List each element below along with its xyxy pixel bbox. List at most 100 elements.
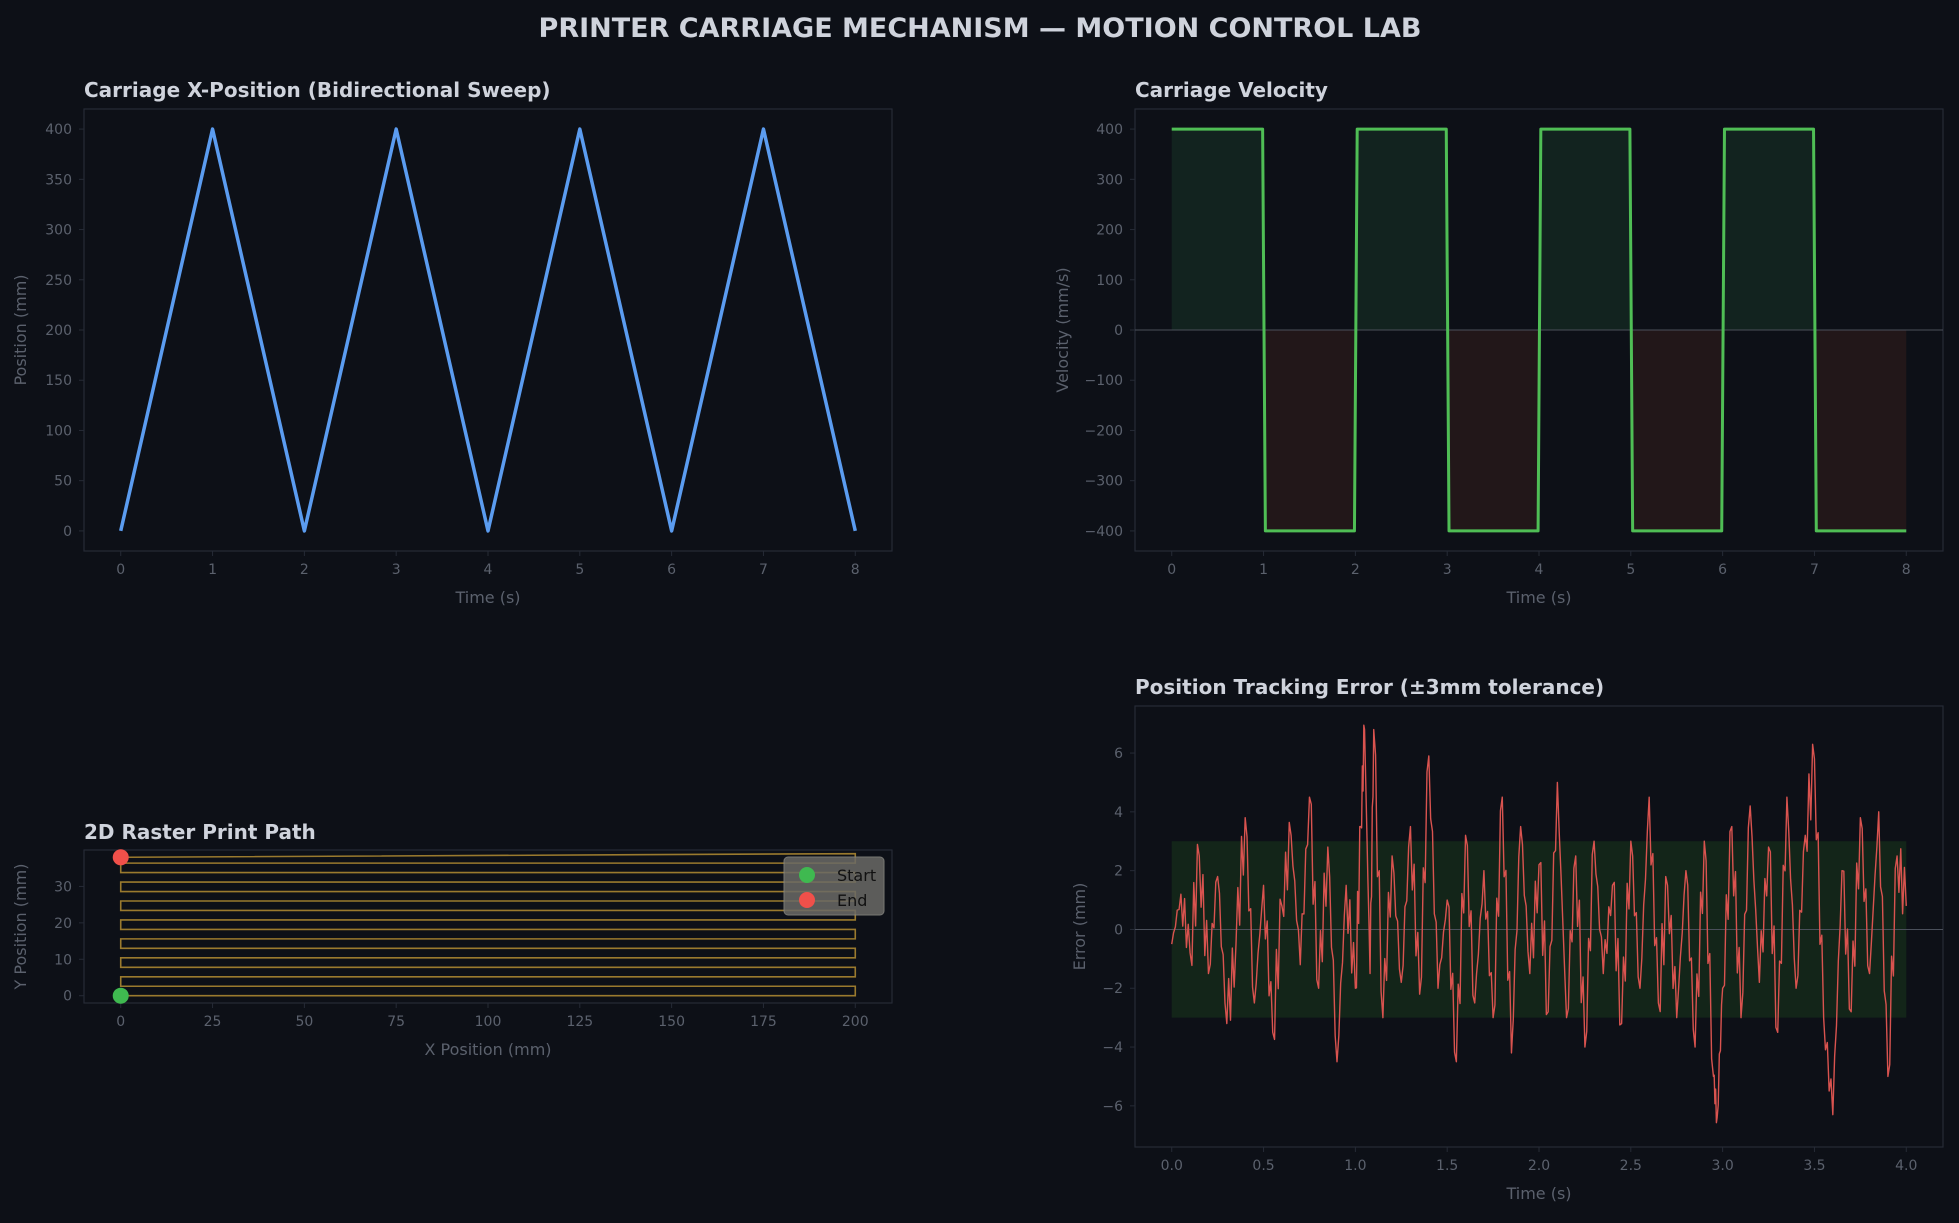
position-xtick-label: 2 xyxy=(300,562,309,578)
raster-ytick-label: 10 xyxy=(54,952,72,968)
position-xlabel: Time (s) xyxy=(454,588,520,607)
raster-xtick-label: 75 xyxy=(387,1014,405,1030)
raster-end-marker xyxy=(112,849,129,866)
raster-legend-marker xyxy=(799,892,815,908)
panel-velocity: Carriage Velocity 0 1 2 3 4 5 6 7 8 −400 −300 −200 −1… xyxy=(1053,78,1944,607)
position-ytick-label: 350 xyxy=(45,172,72,188)
position-xtick-label: 6 xyxy=(667,562,676,578)
position-ytick-label: 50 xyxy=(54,474,72,490)
raster-ytick-label: 20 xyxy=(54,916,72,932)
velocity-negative-fill xyxy=(1265,330,1355,531)
error-xtick-label: 1.5 xyxy=(1436,1158,1458,1174)
raster-legend-label: Start xyxy=(837,866,876,885)
position-ylabel: Position (mm) xyxy=(11,274,30,385)
error-ytick-label: −4 xyxy=(1102,1040,1123,1056)
error-ytick-label: 4 xyxy=(1114,805,1123,821)
error-xtick-label: 2.0 xyxy=(1528,1158,1550,1174)
raster-xlabel: X Position (mm) xyxy=(424,1040,551,1059)
panel-position: Carriage X-Position (Bidirectional Sweep… xyxy=(11,78,893,607)
position-xtick-label: 7 xyxy=(759,562,768,578)
velocity-positive-fill xyxy=(1171,129,1263,330)
error-title: Position Tracking Error (±3mm tolerance) xyxy=(1135,675,1604,699)
velocity-positive-fill xyxy=(1724,129,1814,330)
raster-ytick-label: 0 xyxy=(63,989,72,1005)
raster-xtick-label: 200 xyxy=(842,1014,869,1030)
figure-suptitle: PRINTER CARRIAGE MECHANISM — MOTION CONT… xyxy=(539,13,1422,44)
raster-xtick-label: 25 xyxy=(204,1014,222,1030)
position-ytick-label: 0 xyxy=(63,524,72,540)
position-ytick-label: 300 xyxy=(45,223,72,239)
velocity-xlabel: Time (s) xyxy=(1505,588,1571,607)
position-ytick-label: 150 xyxy=(45,373,72,389)
position-ytick-label: 400 xyxy=(45,122,72,138)
velocity-xtick-label: 2 xyxy=(1351,562,1360,578)
velocity-positive-fill xyxy=(1357,129,1447,330)
error-xtick-label: 3.5 xyxy=(1803,1158,1825,1174)
error-series-line xyxy=(1171,724,1907,1124)
error-ytick-label: −6 xyxy=(1102,1099,1123,1115)
error-xlabel: Time (s) xyxy=(1505,1184,1571,1203)
position-xtick-label: 4 xyxy=(484,562,493,578)
velocity-xtick-label: 1 xyxy=(1259,562,1268,578)
velocity-ytick-label: −400 xyxy=(1085,524,1123,540)
position-ytick-label: 100 xyxy=(45,423,72,439)
position-series-line xyxy=(119,127,857,533)
position-xtick-label: 0 xyxy=(116,562,125,578)
raster-legend-marker xyxy=(799,867,815,883)
raster-xtick-label: 100 xyxy=(475,1014,502,1030)
raster-xtick-label: 50 xyxy=(295,1014,313,1030)
velocity-positive-fill xyxy=(1540,129,1630,330)
error-xtick-label: 3.0 xyxy=(1712,1158,1734,1174)
raster-xtick-label: 125 xyxy=(566,1014,593,1030)
position-xtick-label: 8 xyxy=(851,562,860,578)
raster-ytick-label: 30 xyxy=(54,879,72,895)
position-title: Carriage X-Position (Bidirectional Sweep… xyxy=(84,78,551,102)
error-ytick-label: 0 xyxy=(1114,922,1123,938)
velocity-ytick-label: 300 xyxy=(1096,172,1123,188)
velocity-negative-fill xyxy=(1449,330,1539,531)
error-xtick-label: 0.0 xyxy=(1161,1158,1183,1174)
position-xtick-label: 5 xyxy=(575,562,584,578)
error-xtick-label: 4.0 xyxy=(1895,1158,1917,1174)
raster-xtick-label: 0 xyxy=(116,1014,125,1030)
error-ytick-label: 6 xyxy=(1114,746,1123,762)
error-ytick-label: −2 xyxy=(1102,981,1123,997)
velocity-negative-fill xyxy=(1816,330,1907,531)
velocity-ytick-label: −300 xyxy=(1085,474,1123,490)
error-ytick-label: 2 xyxy=(1114,864,1123,880)
position-xtick-label: 3 xyxy=(392,562,401,578)
position-xtick-label: 1 xyxy=(208,562,217,578)
velocity-ytick-label: −100 xyxy=(1085,373,1123,389)
velocity-xtick-label: 3 xyxy=(1443,562,1452,578)
position-ytick-label: 250 xyxy=(45,273,72,289)
error-ylabel: Error (mm) xyxy=(1070,883,1089,971)
velocity-ytick-label: 0 xyxy=(1114,323,1123,339)
raster-title: 2D Raster Print Path xyxy=(84,820,316,844)
raster-legend-label: End xyxy=(837,891,867,910)
velocity-ytick-label: −200 xyxy=(1085,423,1123,439)
raster-ylabel: Y Position (mm) xyxy=(11,864,30,991)
velocity-xtick-label: 8 xyxy=(1902,562,1911,578)
panel-error: Position Tracking Error (±3mm tolerance)… xyxy=(1070,675,1944,1203)
error-xtick-label: 1.0 xyxy=(1344,1158,1366,1174)
velocity-xtick-label: 6 xyxy=(1718,562,1727,578)
velocity-xtick-label: 5 xyxy=(1626,562,1635,578)
velocity-ylabel: Velocity (mm/s) xyxy=(1053,267,1072,392)
velocity-negative-fill xyxy=(1632,330,1722,531)
raster-xtick-label: 175 xyxy=(750,1014,777,1030)
raster-xtick-label: 150 xyxy=(658,1014,685,1030)
velocity-xtick-label: 4 xyxy=(1535,562,1544,578)
velocity-title: Carriage Velocity xyxy=(1135,78,1328,102)
velocity-xtick-label: 7 xyxy=(1810,562,1819,578)
velocity-xtick-label: 0 xyxy=(1167,562,1176,578)
error-xtick-label: 0.5 xyxy=(1252,1158,1274,1174)
velocity-ytick-label: 400 xyxy=(1096,122,1123,138)
velocity-ytick-label: 100 xyxy=(1096,273,1123,289)
position-ytick-label: 200 xyxy=(45,323,72,339)
position-plot-area xyxy=(83,108,893,552)
velocity-series-line xyxy=(1171,127,1907,533)
raster-start-marker xyxy=(112,987,129,1004)
